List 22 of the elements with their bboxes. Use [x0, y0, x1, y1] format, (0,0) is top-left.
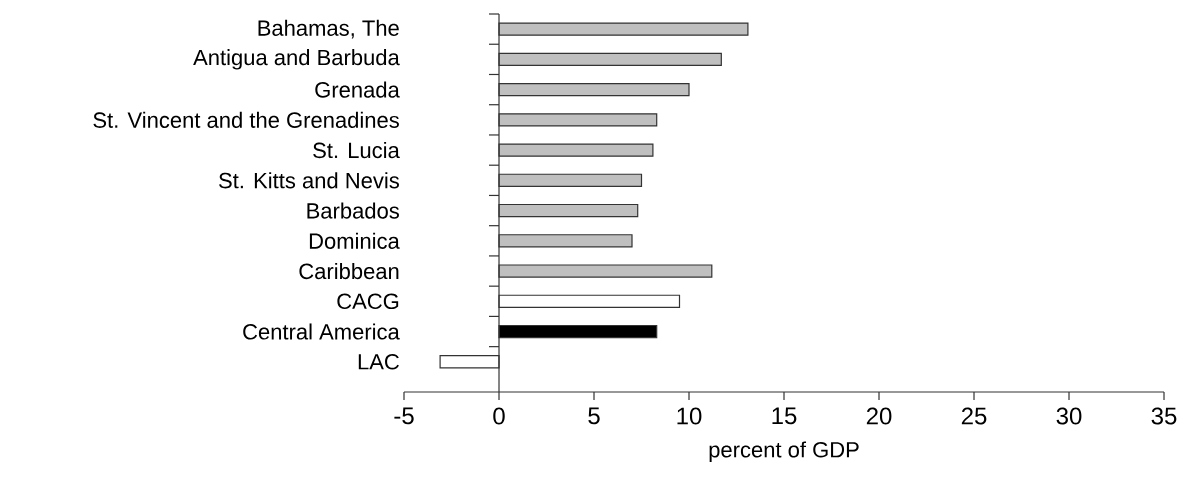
y-tick-label: St. Kitts and Nevis — [219, 172, 399, 189]
x-tick-label: 15 — [772, 407, 797, 425]
x-tick-label: 20 — [866, 407, 892, 425]
x-tick-label: 5 — [588, 407, 600, 425]
y-tick-label: CACG — [337, 293, 399, 310]
y-tick-label: Central America — [243, 323, 400, 340]
y-tick-label: St. Vincent and the Grenadines — [93, 111, 399, 128]
y-tick-label: Dominica — [309, 232, 400, 249]
x-tick-label: -5 — [394, 407, 414, 425]
x-tick-label: 0 — [493, 407, 505, 425]
y-tick-label: St. Lucia — [313, 142, 400, 159]
y-tick-label: Barbados — [307, 202, 399, 219]
x-tick-label: 25 — [961, 407, 987, 425]
y-tick-label: Grenada — [315, 81, 400, 98]
y-tick-label: Bahamas, The — [258, 19, 399, 39]
x-axis-title: percent of GDP — [709, 441, 859, 462]
y-tick-label: LAC — [358, 353, 399, 370]
x-tick-label: 35 — [1151, 407, 1177, 425]
y-tick-label: Antigua and Barbuda — [193, 49, 400, 70]
x-tick-label: 10 — [677, 407, 702, 425]
y-tick-label: Caribbean — [299, 262, 399, 280]
x-tick-label: 30 — [1056, 407, 1082, 425]
